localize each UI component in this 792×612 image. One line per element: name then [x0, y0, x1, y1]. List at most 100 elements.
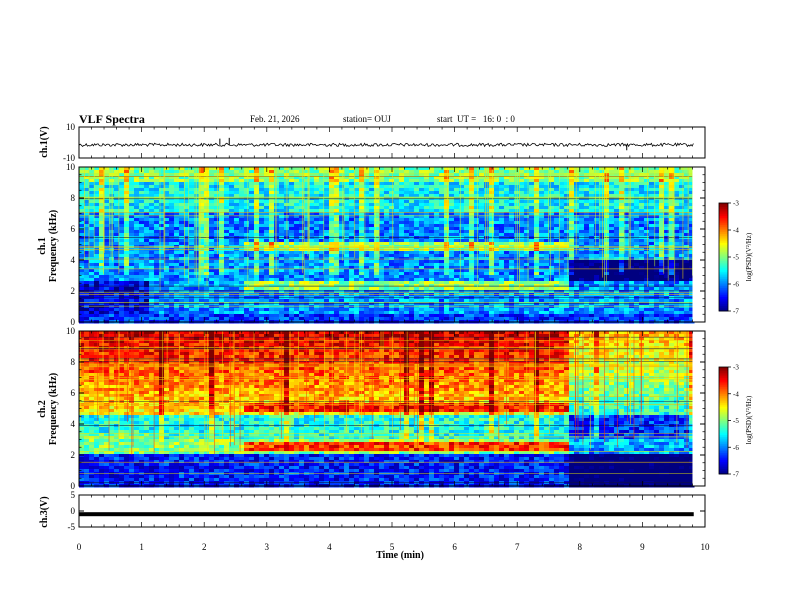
- spectrogram-cell: [84, 173, 90, 177]
- spectrogram-cell: [489, 215, 495, 219]
- spectrogram-cell: [484, 212, 490, 216]
- spectrogram-cell: [534, 275, 540, 279]
- spectrogram-cell: [479, 239, 485, 243]
- spectrogram-cell: [554, 302, 560, 306]
- spectrogram-cell: [349, 287, 355, 291]
- spectrogram-cell: [194, 299, 200, 303]
- spectrogram-cell: [149, 263, 155, 267]
- spectrogram-cell: [544, 215, 550, 219]
- spectrogram-cell: [444, 317, 450, 321]
- spectrogram-cell: [89, 269, 95, 273]
- spectrogram-cell: [529, 290, 535, 294]
- spectrogram-cell: [139, 254, 145, 258]
- spectrogram-cell: [279, 191, 285, 195]
- spectrogram-cell: [329, 287, 335, 291]
- spectrogram-cell: [459, 254, 465, 258]
- spectrogram-cell: [94, 302, 100, 306]
- spectrogram-cell: [79, 185, 85, 189]
- spectrogram-cell: [209, 221, 215, 225]
- spectrogram-cell: [229, 302, 235, 306]
- spectrogram-cell: [269, 314, 275, 318]
- spectrogram-cell: [174, 230, 180, 234]
- spectrogram-cell: [159, 209, 165, 213]
- spectrogram-cell: [214, 302, 220, 306]
- spectrogram-cell: [314, 266, 320, 270]
- spectrogram-cell: [234, 200, 240, 204]
- spectrogram-cell: [384, 203, 390, 207]
- spectrogram-cell: [214, 227, 220, 231]
- spectrogram-cell: [344, 203, 350, 207]
- spectrogram-cell: [459, 194, 465, 198]
- spectrogram-cell: [484, 209, 490, 213]
- spectrogram-cell: [229, 290, 235, 294]
- spectrogram-cell: [139, 200, 145, 204]
- spectrogram-cell: [314, 191, 320, 195]
- spectrogram-cell: [499, 281, 505, 285]
- spectrogram-cell: [469, 233, 475, 237]
- spectrogram-cell: [414, 284, 420, 288]
- spectrogram-cell: [474, 212, 480, 216]
- spectrogram-cell: [184, 272, 190, 276]
- spectrogram-cell: [429, 185, 435, 189]
- spectrogram-cell: [329, 314, 335, 318]
- spectrogram-cell: [329, 308, 335, 312]
- spectrogram-cell: [349, 167, 355, 171]
- spectrogram-cell: [209, 167, 215, 171]
- spectrogram-cell: [294, 230, 300, 234]
- spectrogram-cell: [254, 233, 260, 237]
- spectrogram-cell: [524, 242, 530, 246]
- spectrogram-cell: [104, 254, 110, 258]
- spectrogram-cell: [209, 233, 215, 237]
- spectrogram-cell: [254, 203, 260, 207]
- spectrogram-cell: [214, 314, 220, 318]
- spectrogram-cell: [214, 170, 220, 174]
- spectrogram-cell: [134, 221, 140, 225]
- spectrogram-cell: [349, 224, 355, 228]
- spectrogram-cell: [119, 212, 125, 216]
- spectrogram-cell: [209, 185, 215, 189]
- spectrogram-cell: [384, 299, 390, 303]
- spectrogram-cell: [259, 230, 265, 234]
- spectrogram-cell: [379, 176, 385, 180]
- spectrogram-cell: [134, 191, 140, 195]
- spectrogram-cell: [224, 170, 230, 174]
- spectrogram-cell: [384, 167, 390, 171]
- spectrogram-cell: [509, 230, 515, 234]
- spectrogram-cell: [129, 317, 135, 321]
- spectrogram-cell: [254, 269, 260, 273]
- spectrogram-cell: [89, 314, 95, 318]
- spectrogram-cell: [169, 224, 175, 228]
- spectrogram-cell: [144, 299, 150, 303]
- spectrogram-cell: [554, 200, 560, 204]
- spectrogram-cell: [509, 233, 515, 237]
- spectrogram-cell: [364, 278, 370, 282]
- spectrogram-cell: [359, 284, 365, 288]
- spectrogram-cell: [79, 182, 85, 186]
- spectrogram-cell: [519, 302, 525, 306]
- spectrogram-cell: [199, 227, 205, 231]
- spectrogram-cell: [154, 227, 160, 231]
- spectrogram-cell: [449, 230, 455, 234]
- spectrogram-cell: [174, 299, 180, 303]
- spectrogram-cell: [344, 194, 350, 198]
- spectrogram-cell: [464, 200, 470, 204]
- spectrogram-cell: [114, 188, 120, 192]
- spectrogram-cell: [229, 239, 235, 243]
- spectrogram-cell: [294, 275, 300, 279]
- spectrogram-cell: [374, 311, 380, 315]
- spectrogram-cell: [289, 170, 295, 174]
- spectrogram-cell: [219, 212, 225, 216]
- spectrogram-cell: [264, 203, 270, 207]
- spectrogram-cell: [459, 206, 465, 210]
- spectrogram-cell: [434, 233, 440, 237]
- spectrogram-cell: [104, 311, 110, 315]
- spectrogram-cell: [214, 215, 220, 219]
- spectrogram-cell: [319, 299, 325, 303]
- spectrogram-cell: [479, 206, 485, 210]
- spectrogram-cell: [534, 212, 540, 216]
- spectrogram-cell: [519, 227, 525, 231]
- spectrogram-cell: [239, 206, 245, 210]
- spectrogram-cell: [359, 194, 365, 198]
- spectrogram-cell: [534, 167, 540, 171]
- spectrogram-cell: [399, 272, 405, 276]
